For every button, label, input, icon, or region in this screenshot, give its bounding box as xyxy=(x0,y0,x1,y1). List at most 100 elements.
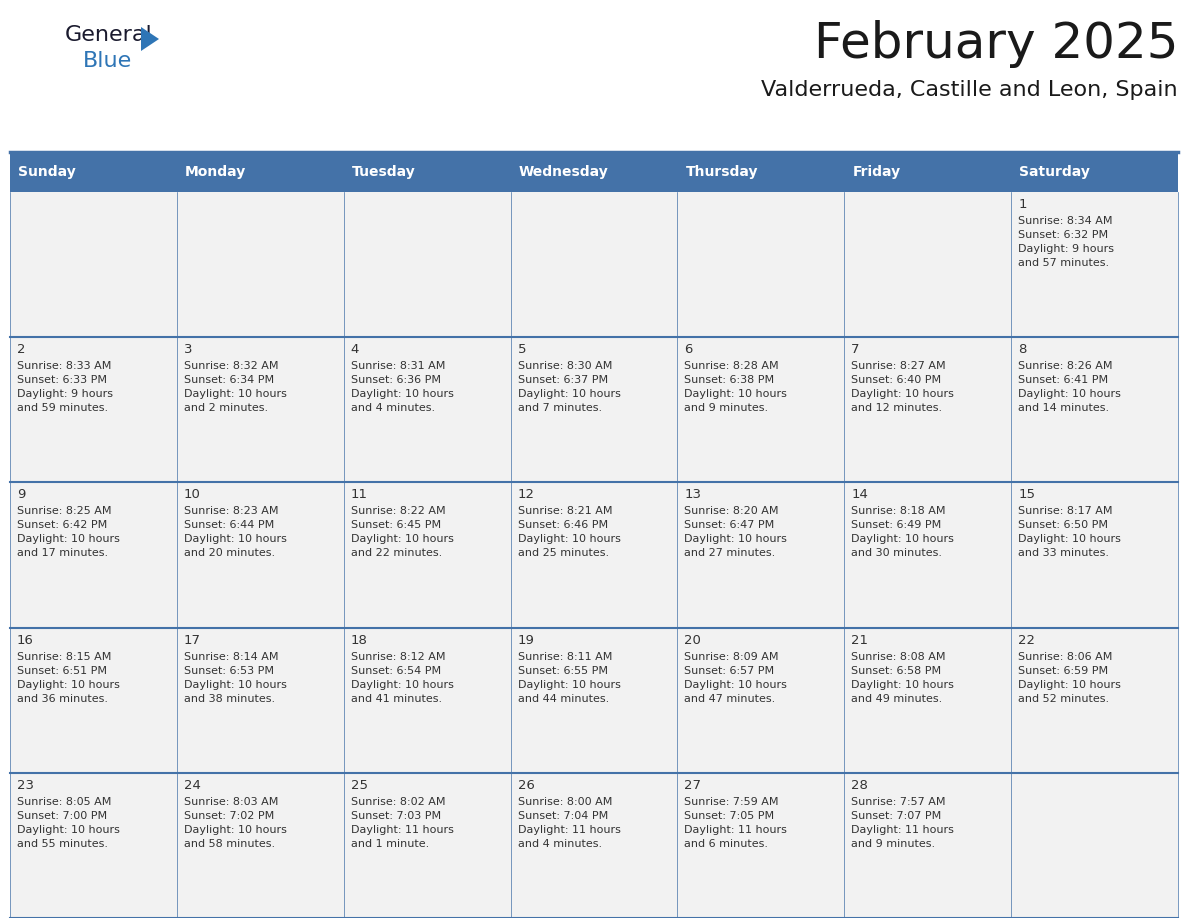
Text: 21: 21 xyxy=(852,633,868,646)
Text: and 1 minute.: and 1 minute. xyxy=(350,839,429,849)
Text: Sunset: 6:46 PM: Sunset: 6:46 PM xyxy=(518,521,608,531)
Bar xyxy=(177,482,343,628)
Text: Daylight: 10 hours: Daylight: 10 hours xyxy=(852,389,954,399)
Text: Sunrise: 8:08 AM: Sunrise: 8:08 AM xyxy=(852,652,946,662)
Text: Sunset: 6:32 PM: Sunset: 6:32 PM xyxy=(1018,230,1108,240)
Text: Daylight: 10 hours: Daylight: 10 hours xyxy=(184,679,286,689)
Text: Valderrueda, Castille and Leon, Spain: Valderrueda, Castille and Leon, Spain xyxy=(762,80,1178,100)
Text: Sunset: 6:53 PM: Sunset: 6:53 PM xyxy=(184,666,274,676)
Text: and 6 minutes.: and 6 minutes. xyxy=(684,839,769,849)
Text: Sunrise: 8:17 AM: Sunrise: 8:17 AM xyxy=(1018,507,1113,517)
Text: Sunrise: 8:30 AM: Sunrise: 8:30 AM xyxy=(518,361,612,371)
Text: Sunset: 6:40 PM: Sunset: 6:40 PM xyxy=(852,375,941,386)
Bar xyxy=(511,152,677,192)
Text: Sunset: 6:57 PM: Sunset: 6:57 PM xyxy=(684,666,775,676)
Text: Sunrise: 8:25 AM: Sunrise: 8:25 AM xyxy=(17,507,112,517)
Text: and 9 minutes.: and 9 minutes. xyxy=(684,403,769,413)
Text: and 4 minutes.: and 4 minutes. xyxy=(518,839,601,849)
Text: and 33 minutes.: and 33 minutes. xyxy=(1018,548,1110,558)
Text: 15: 15 xyxy=(1018,488,1035,501)
Text: Sunrise: 7:57 AM: Sunrise: 7:57 AM xyxy=(852,797,946,807)
Text: and 57 minutes.: and 57 minutes. xyxy=(1018,258,1110,268)
Text: Sunrise: 8:34 AM: Sunrise: 8:34 AM xyxy=(1018,216,1113,226)
Text: and 59 minutes.: and 59 minutes. xyxy=(17,403,108,413)
Text: 26: 26 xyxy=(518,778,535,792)
Bar xyxy=(343,773,511,918)
Bar xyxy=(177,152,343,192)
Text: Saturday: Saturday xyxy=(1019,165,1091,179)
Text: and 52 minutes.: and 52 minutes. xyxy=(1018,694,1110,703)
Text: Daylight: 10 hours: Daylight: 10 hours xyxy=(852,534,954,544)
Text: Sunset: 6:50 PM: Sunset: 6:50 PM xyxy=(1018,521,1108,531)
Text: Sunset: 6:58 PM: Sunset: 6:58 PM xyxy=(852,666,941,676)
Bar xyxy=(511,482,677,628)
Text: Sunset: 6:41 PM: Sunset: 6:41 PM xyxy=(1018,375,1108,386)
Text: 23: 23 xyxy=(17,778,34,792)
Text: and 7 minutes.: and 7 minutes. xyxy=(518,403,601,413)
Text: and 36 minutes.: and 36 minutes. xyxy=(17,694,108,703)
Text: and 49 minutes.: and 49 minutes. xyxy=(852,694,942,703)
Text: Sunrise: 8:32 AM: Sunrise: 8:32 AM xyxy=(184,361,278,371)
Text: Daylight: 10 hours: Daylight: 10 hours xyxy=(17,534,120,544)
Text: Sunday: Sunday xyxy=(18,165,76,179)
Text: Sunset: 6:37 PM: Sunset: 6:37 PM xyxy=(518,375,608,386)
Bar xyxy=(177,337,343,482)
Text: 20: 20 xyxy=(684,633,701,646)
Text: Sunset: 6:45 PM: Sunset: 6:45 PM xyxy=(350,521,441,531)
Bar xyxy=(511,337,677,482)
Bar xyxy=(10,628,177,773)
Bar xyxy=(10,192,177,337)
Text: 17: 17 xyxy=(184,633,201,646)
Text: and 44 minutes.: and 44 minutes. xyxy=(518,694,608,703)
Bar xyxy=(677,482,845,628)
Text: Sunset: 7:03 PM: Sunset: 7:03 PM xyxy=(350,811,441,821)
Bar xyxy=(677,628,845,773)
Bar xyxy=(10,773,177,918)
Bar xyxy=(343,152,511,192)
Text: Sunset: 6:33 PM: Sunset: 6:33 PM xyxy=(17,375,107,386)
Text: 9: 9 xyxy=(17,488,25,501)
Bar xyxy=(343,628,511,773)
Text: and 58 minutes.: and 58 minutes. xyxy=(184,839,274,849)
Text: February 2025: February 2025 xyxy=(814,20,1178,68)
Text: Thursday: Thursday xyxy=(685,165,758,179)
Bar xyxy=(845,773,1011,918)
Text: 4: 4 xyxy=(350,343,359,356)
Text: 24: 24 xyxy=(184,778,201,792)
Text: and 27 minutes.: and 27 minutes. xyxy=(684,548,776,558)
Text: 25: 25 xyxy=(350,778,368,792)
Text: Daylight: 10 hours: Daylight: 10 hours xyxy=(184,389,286,399)
Text: Sunset: 6:51 PM: Sunset: 6:51 PM xyxy=(17,666,107,676)
Text: Sunrise: 8:05 AM: Sunrise: 8:05 AM xyxy=(17,797,112,807)
Bar xyxy=(1011,337,1178,482)
Text: Sunset: 6:44 PM: Sunset: 6:44 PM xyxy=(184,521,274,531)
Bar xyxy=(1011,192,1178,337)
Text: Sunrise: 8:33 AM: Sunrise: 8:33 AM xyxy=(17,361,112,371)
Text: 27: 27 xyxy=(684,778,701,792)
Text: and 22 minutes.: and 22 minutes. xyxy=(350,548,442,558)
Text: Sunrise: 8:03 AM: Sunrise: 8:03 AM xyxy=(184,797,278,807)
Text: Daylight: 10 hours: Daylight: 10 hours xyxy=(350,389,454,399)
Text: 1: 1 xyxy=(1018,198,1026,211)
Text: Sunset: 6:34 PM: Sunset: 6:34 PM xyxy=(184,375,274,386)
Bar xyxy=(511,628,677,773)
Text: Tuesday: Tuesday xyxy=(352,165,416,179)
Text: Daylight: 10 hours: Daylight: 10 hours xyxy=(1018,534,1121,544)
Bar xyxy=(1011,152,1178,192)
Text: Daylight: 10 hours: Daylight: 10 hours xyxy=(17,679,120,689)
Text: Sunrise: 8:02 AM: Sunrise: 8:02 AM xyxy=(350,797,446,807)
Bar xyxy=(511,773,677,918)
Text: and 38 minutes.: and 38 minutes. xyxy=(184,694,274,703)
Text: Sunset: 6:54 PM: Sunset: 6:54 PM xyxy=(350,666,441,676)
Polygon shape xyxy=(141,27,159,51)
Text: 22: 22 xyxy=(1018,633,1035,646)
Bar xyxy=(677,152,845,192)
Text: Daylight: 10 hours: Daylight: 10 hours xyxy=(518,534,620,544)
Text: Sunrise: 8:11 AM: Sunrise: 8:11 AM xyxy=(518,652,612,662)
Text: Sunset: 6:38 PM: Sunset: 6:38 PM xyxy=(684,375,775,386)
Text: Sunset: 7:00 PM: Sunset: 7:00 PM xyxy=(17,811,107,821)
Text: Sunset: 6:36 PM: Sunset: 6:36 PM xyxy=(350,375,441,386)
Text: 7: 7 xyxy=(852,343,860,356)
Text: Sunrise: 8:27 AM: Sunrise: 8:27 AM xyxy=(852,361,946,371)
Text: Sunrise: 8:23 AM: Sunrise: 8:23 AM xyxy=(184,507,278,517)
